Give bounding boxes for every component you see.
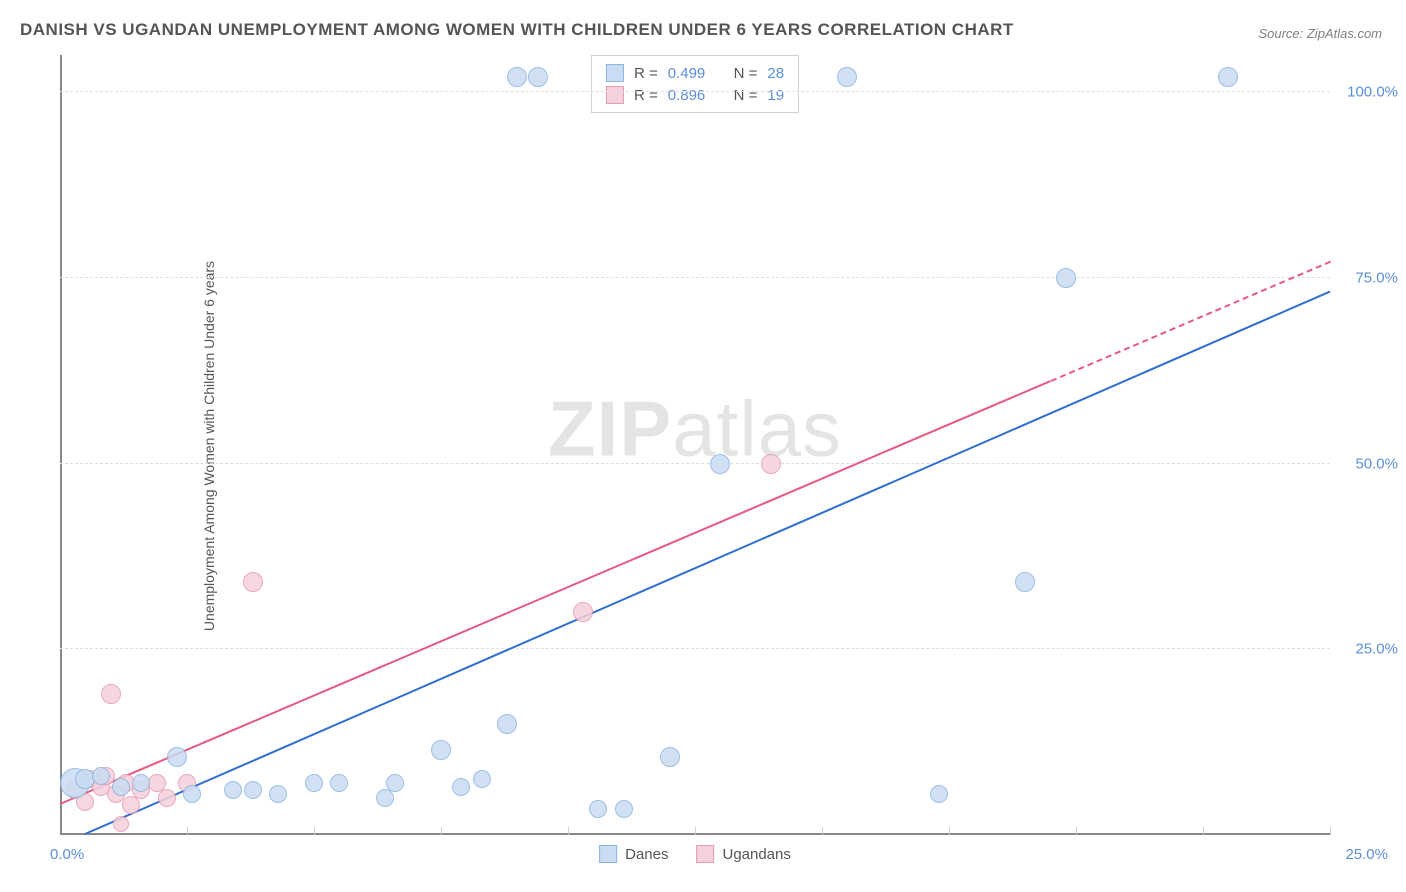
y-axis-line [60,55,62,835]
data-point-danes [183,785,201,803]
data-point-danes [589,800,607,818]
swatch-ugandans-icon [606,86,624,104]
data-point-danes [497,714,517,734]
x-tick [441,827,442,835]
data-point-danes [132,774,150,792]
stats-legend: R = 0.499 N = 28 R = 0.896 N = 19 [591,55,799,113]
data-point-danes [710,454,730,474]
data-point-danes [305,774,323,792]
data-point-ugandans [101,684,121,704]
data-point-danes [528,67,548,87]
trend-line [1050,261,1330,382]
series-legend: Danes Ugandans [599,845,791,863]
trend-line [60,380,1051,805]
y-tick-label: 50.0% [1355,455,1398,472]
x-tick [314,827,315,835]
data-point-danes [92,767,110,785]
n-value-ugandans: 19 [767,87,784,104]
n-label: N = [734,87,758,104]
legend-item-danes: Danes [599,845,668,863]
data-point-danes [473,770,491,788]
y-tick-label: 25.0% [1355,641,1398,658]
data-point-ugandans [761,454,781,474]
y-tick-label: 75.0% [1355,269,1398,286]
data-point-ugandans [158,789,176,807]
x-max-label: 25.0% [1345,846,1388,863]
data-point-danes [1218,67,1238,87]
source-label: Source: ZipAtlas.com [1258,26,1382,41]
watermark: ZIPatlas [548,384,842,475]
data-point-danes [167,747,187,767]
data-point-danes [376,789,394,807]
r-label: R = [634,87,658,104]
legend-label-ugandans: Ugandans [722,846,790,863]
data-point-danes [452,778,470,796]
data-point-danes [386,774,404,792]
data-point-ugandans [113,816,129,832]
n-label: N = [734,65,758,82]
x-tick [187,827,188,835]
swatch-danes-icon [606,64,624,82]
data-point-danes [615,800,633,818]
data-point-danes [431,740,451,760]
swatch-danes-icon [599,845,617,863]
data-point-ugandans [122,796,140,814]
x-tick [1076,827,1077,835]
data-point-danes [1015,572,1035,592]
n-value-danes: 28 [767,65,784,82]
data-point-ugandans [243,572,263,592]
data-point-danes [244,781,262,799]
legend-item-ugandans: Ugandans [696,845,790,863]
x-tick [1330,827,1331,835]
watermark-zip: ZIP [548,385,672,473]
data-point-ugandans [573,602,593,622]
data-point-danes [269,785,287,803]
data-point-danes [930,785,948,803]
plot-area: ZIPatlas R = 0.499 N = 28 R = 0.896 N = … [60,55,1330,835]
x-tick [568,827,569,835]
chart-title: DANISH VS UGANDAN UNEMPLOYMENT AMONG WOM… [20,20,1014,40]
swatch-ugandans-icon [696,845,714,863]
data-point-danes [330,774,348,792]
data-point-danes [837,67,857,87]
trend-line [85,291,1330,835]
data-point-danes [224,781,242,799]
x-tick [695,827,696,835]
data-point-danes [1056,268,1076,288]
gridline [60,648,1330,649]
r-value-ugandans: 0.896 [668,87,706,104]
r-label: R = [634,65,658,82]
gridline [60,463,1330,464]
gridline [60,91,1330,92]
y-tick-label: 100.0% [1347,84,1398,101]
legend-label-danes: Danes [625,846,668,863]
chart-container: DANISH VS UGANDAN UNEMPLOYMENT AMONG WOM… [0,0,1406,892]
x-origin-label: 0.0% [50,846,84,863]
data-point-danes [660,747,680,767]
stats-row-ugandans: R = 0.896 N = 19 [606,84,784,106]
gridline [60,277,1330,278]
x-tick [1203,827,1204,835]
data-point-danes [507,67,527,87]
data-point-danes [112,778,130,796]
x-tick [949,827,950,835]
r-value-danes: 0.499 [668,65,706,82]
x-tick [822,827,823,835]
watermark-atlas: atlas [672,385,842,473]
stats-row-danes: R = 0.499 N = 28 [606,62,784,84]
